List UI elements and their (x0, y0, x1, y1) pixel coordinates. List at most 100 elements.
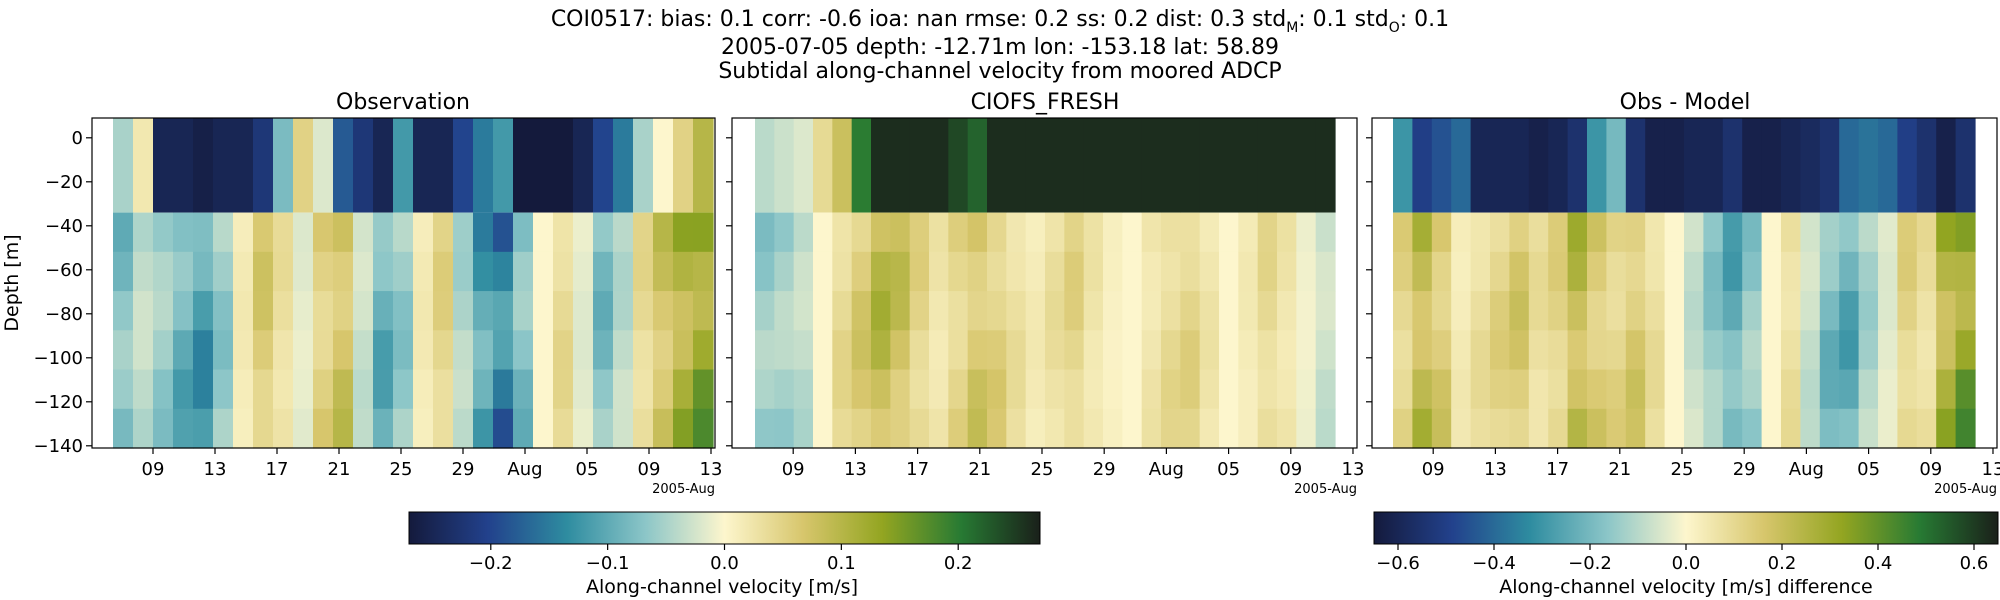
x-tick-label: 13 (844, 459, 867, 480)
heatmap-cell (273, 118, 294, 213)
heatmap-cell (293, 251, 314, 292)
heatmap-cell (871, 118, 891, 213)
heatmap-cell (1161, 369, 1181, 410)
heatmap-cell (1219, 330, 1239, 371)
heatmap-cell (813, 291, 833, 331)
heatmap-cell (1878, 291, 1898, 331)
heatmap-cell (1180, 408, 1201, 449)
heatmap-cell (1858, 408, 1879, 449)
heatmap-cell (1141, 369, 1162, 410)
heatmap-cell (1684, 118, 1704, 213)
heatmap-cell (573, 291, 594, 331)
heatmap-cell (1645, 330, 1666, 371)
heatmap-cell (1161, 291, 1181, 331)
heatmap-cell (533, 369, 554, 410)
heatmap-cell (1431, 408, 1452, 449)
heatmap-cell (1606, 408, 1627, 449)
heatmap-cell (1103, 408, 1123, 449)
heatmap-cell (851, 212, 872, 253)
heatmap-cell (413, 330, 434, 371)
heatmap-cell (533, 291, 554, 331)
heatmap-cell (193, 212, 214, 253)
heatmap-cell (353, 369, 374, 410)
x-tick-label: 09 (1422, 459, 1445, 480)
heatmap-cell (353, 251, 374, 292)
x-tick-label: 13 (1484, 459, 1507, 480)
x-tick-label: 13 (204, 459, 227, 480)
heatmap-cell (1141, 330, 1162, 371)
heatmap-cell (1625, 408, 1646, 449)
heatmap-cell (1528, 369, 1549, 410)
heatmap-cell (253, 118, 274, 213)
heatmap-cell (1819, 369, 1840, 410)
heatmap-cell (1936, 212, 1957, 253)
heatmap-cell (473, 118, 494, 213)
heatmap-cell (313, 251, 334, 292)
heatmap-cell (1315, 212, 1336, 253)
colorbar-tick-label: −0.6 (1376, 553, 1420, 574)
heatmap-cell (213, 251, 234, 292)
heatmap-cell (293, 408, 314, 449)
heatmap-cell (1064, 212, 1085, 253)
heatmap-cell (851, 369, 872, 410)
heatmap-cell (633, 291, 654, 331)
heatmap-cell (473, 291, 494, 331)
heatmap-cell (1296, 408, 1317, 449)
heatmap-cell (313, 330, 334, 371)
heatmap-cell (929, 118, 949, 213)
heatmap-cell (1083, 251, 1104, 292)
heatmap-cell (1083, 330, 1104, 371)
heatmap-cell (193, 408, 214, 449)
heatmap-cell (1103, 369, 1123, 410)
heatmap-cell (1645, 212, 1666, 253)
heatmap-cell (1045, 291, 1065, 331)
heatmap-cell (1219, 251, 1239, 292)
heatmap-cell (573, 251, 594, 292)
x-tick-label: 29 (1093, 459, 1116, 480)
heatmap-cell (1122, 212, 1143, 253)
heatmap-cell (413, 408, 434, 449)
heatmap-cell (1684, 212, 1704, 253)
heatmap-cell (433, 369, 454, 410)
heatmap-cell (1451, 212, 1472, 253)
heatmap-cell (1219, 291, 1239, 331)
heatmap-cell (1122, 408, 1143, 449)
heatmap-cell (573, 408, 594, 449)
heatmap-cell (1238, 291, 1259, 331)
heatmap-cell (673, 118, 694, 213)
heatmap-cell (193, 330, 214, 371)
heatmap-cell (1567, 408, 1588, 449)
heatmap-cell (793, 408, 814, 449)
heatmap-cell (1858, 118, 1879, 213)
heatmap-cell (693, 330, 714, 371)
heatmap-cell (1916, 408, 1937, 449)
heatmap-cell (1238, 330, 1259, 371)
heatmap-cell (333, 291, 354, 331)
heatmap-cell (1509, 330, 1530, 371)
heatmap-cell (393, 118, 414, 213)
heatmap-cell (693, 212, 714, 253)
heatmap-cell (948, 408, 969, 449)
heatmap-cell (1819, 118, 1840, 213)
heatmap-cell (253, 330, 274, 371)
heatmap-cell (1470, 330, 1491, 371)
colorbar-tick-label: 0.2 (1768, 553, 1797, 574)
heatmap-cell (1742, 369, 1763, 410)
heatmap-cell (1548, 408, 1569, 449)
heatmap-cell (593, 369, 614, 410)
x-tick-label: 09 (638, 459, 661, 480)
heatmap-cell (1180, 291, 1201, 331)
heatmap-cell (313, 369, 334, 410)
heatmap-cell (393, 291, 414, 331)
heatmap-cell (948, 251, 969, 292)
heatmap-cell (1431, 251, 1452, 292)
heatmap-cell (513, 212, 534, 253)
heatmap-cell (1006, 330, 1027, 371)
heatmap-cell (1955, 408, 1976, 449)
heatmap-cell (333, 330, 354, 371)
heatmap-cell (133, 118, 154, 213)
heatmap-cell (1897, 369, 1918, 410)
heatmap-cell (353, 118, 374, 213)
x-tick-label: 13 (1342, 459, 1365, 480)
heatmap-cell (393, 212, 414, 253)
